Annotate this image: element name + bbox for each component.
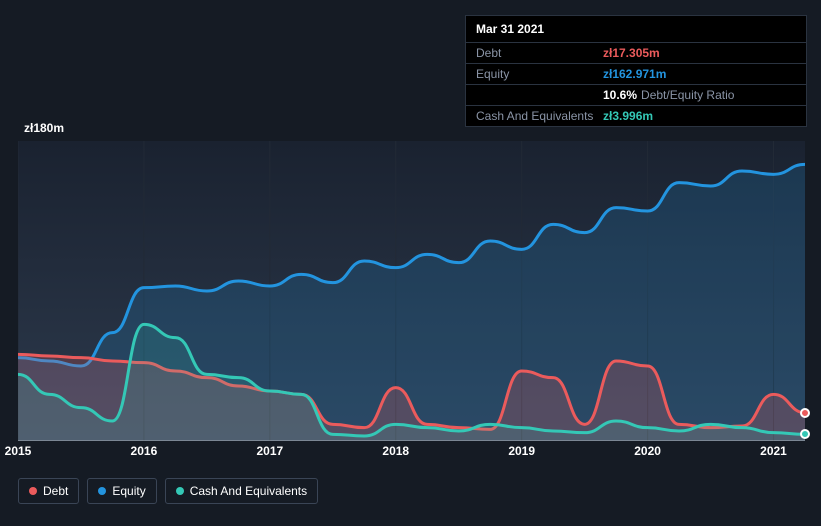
tooltip-row-label: Equity [476, 67, 603, 81]
tooltip-row: Cash And Equivalentszł3.996m [466, 106, 806, 126]
tooltip-row-value: zł3.996m [603, 109, 653, 123]
x-tick: 2016 [131, 444, 158, 458]
legend-label: Debt [43, 484, 68, 498]
tooltip-row-suffix: Debt/Equity Ratio [641, 88, 734, 102]
x-tick: 2017 [256, 444, 283, 458]
series-end-marker [800, 429, 810, 439]
y-axis-max: zł180m [24, 121, 64, 135]
tooltip-row-value: 10.6%Debt/Equity Ratio [603, 88, 734, 102]
tooltip-row-label: Cash And Equivalents [476, 109, 603, 123]
legend-item[interactable]: Cash And Equivalents [165, 478, 318, 504]
tooltip-row-value: zł17.305m [603, 46, 660, 60]
legend-swatch-icon [29, 487, 37, 495]
tooltip-row-label: Debt [476, 46, 603, 60]
tooltip: Mar 31 2021 Debtzł17.305mEquityzł162.971… [465, 15, 807, 127]
legend: Debt Equity Cash And Equivalents [18, 478, 318, 504]
chart-plot[interactable] [18, 141, 805, 441]
legend-label: Cash And Equivalents [190, 484, 307, 498]
legend-label: Equity [112, 484, 145, 498]
legend-swatch-icon [176, 487, 184, 495]
tooltip-row: Equityzł162.971m [466, 64, 806, 85]
tooltip-row-label [476, 88, 603, 102]
x-tick: 2019 [508, 444, 535, 458]
legend-item[interactable]: Debt [18, 478, 79, 504]
tooltip-row: 10.6%Debt/Equity Ratio [466, 85, 806, 106]
tooltip-row: Debtzł17.305m [466, 43, 806, 64]
x-tick: 2018 [382, 444, 409, 458]
x-axis: 2015201620172018201920202021 [18, 444, 805, 464]
legend-item[interactable]: Equity [87, 478, 156, 504]
tooltip-date: Mar 31 2021 [466, 16, 806, 43]
x-tick: 2015 [5, 444, 32, 458]
tooltip-row-value: zł162.971m [603, 67, 666, 81]
x-tick: 2021 [760, 444, 787, 458]
x-tick: 2020 [634, 444, 661, 458]
legend-swatch-icon [98, 487, 106, 495]
series-end-marker [800, 408, 810, 418]
